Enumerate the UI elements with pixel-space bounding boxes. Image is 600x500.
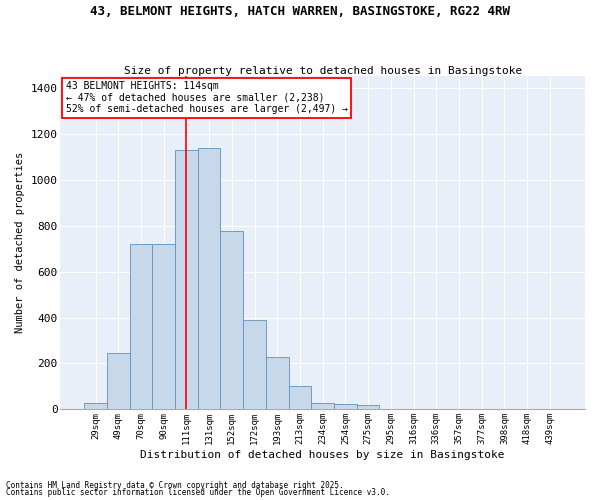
Bar: [84, 402, 107, 409]
Bar: [357, 405, 379, 409]
Text: 43 BELMONT HEIGHTS: 114sqm
← 47% of detached houses are smaller (2,238)
52% of s: 43 BELMONT HEIGHTS: 114sqm ← 47% of deta…: [65, 82, 347, 114]
Text: Contains public sector information licensed under the Open Government Licence v3: Contains public sector information licen…: [6, 488, 390, 497]
Bar: [334, 404, 357, 409]
Text: 43, BELMONT HEIGHTS, HATCH WARREN, BASINGSTOKE, RG22 4RW: 43, BELMONT HEIGHTS, HATCH WARREN, BASIN…: [90, 5, 510, 18]
Bar: [220, 232, 243, 410]
Text: Contains HM Land Registry data © Crown copyright and database right 2025.: Contains HM Land Registry data © Crown c…: [6, 480, 344, 490]
Y-axis label: Number of detached properties: Number of detached properties: [15, 152, 25, 334]
Bar: [107, 353, 130, 410]
Bar: [243, 320, 266, 410]
Bar: [289, 386, 311, 409]
Bar: [266, 356, 289, 410]
Bar: [152, 244, 175, 410]
Bar: [311, 402, 334, 409]
Bar: [198, 148, 220, 410]
Title: Size of property relative to detached houses in Basingstoke: Size of property relative to detached ho…: [124, 66, 522, 76]
Bar: [130, 244, 152, 410]
X-axis label: Distribution of detached houses by size in Basingstoke: Distribution of detached houses by size …: [140, 450, 505, 460]
Bar: [175, 150, 198, 409]
